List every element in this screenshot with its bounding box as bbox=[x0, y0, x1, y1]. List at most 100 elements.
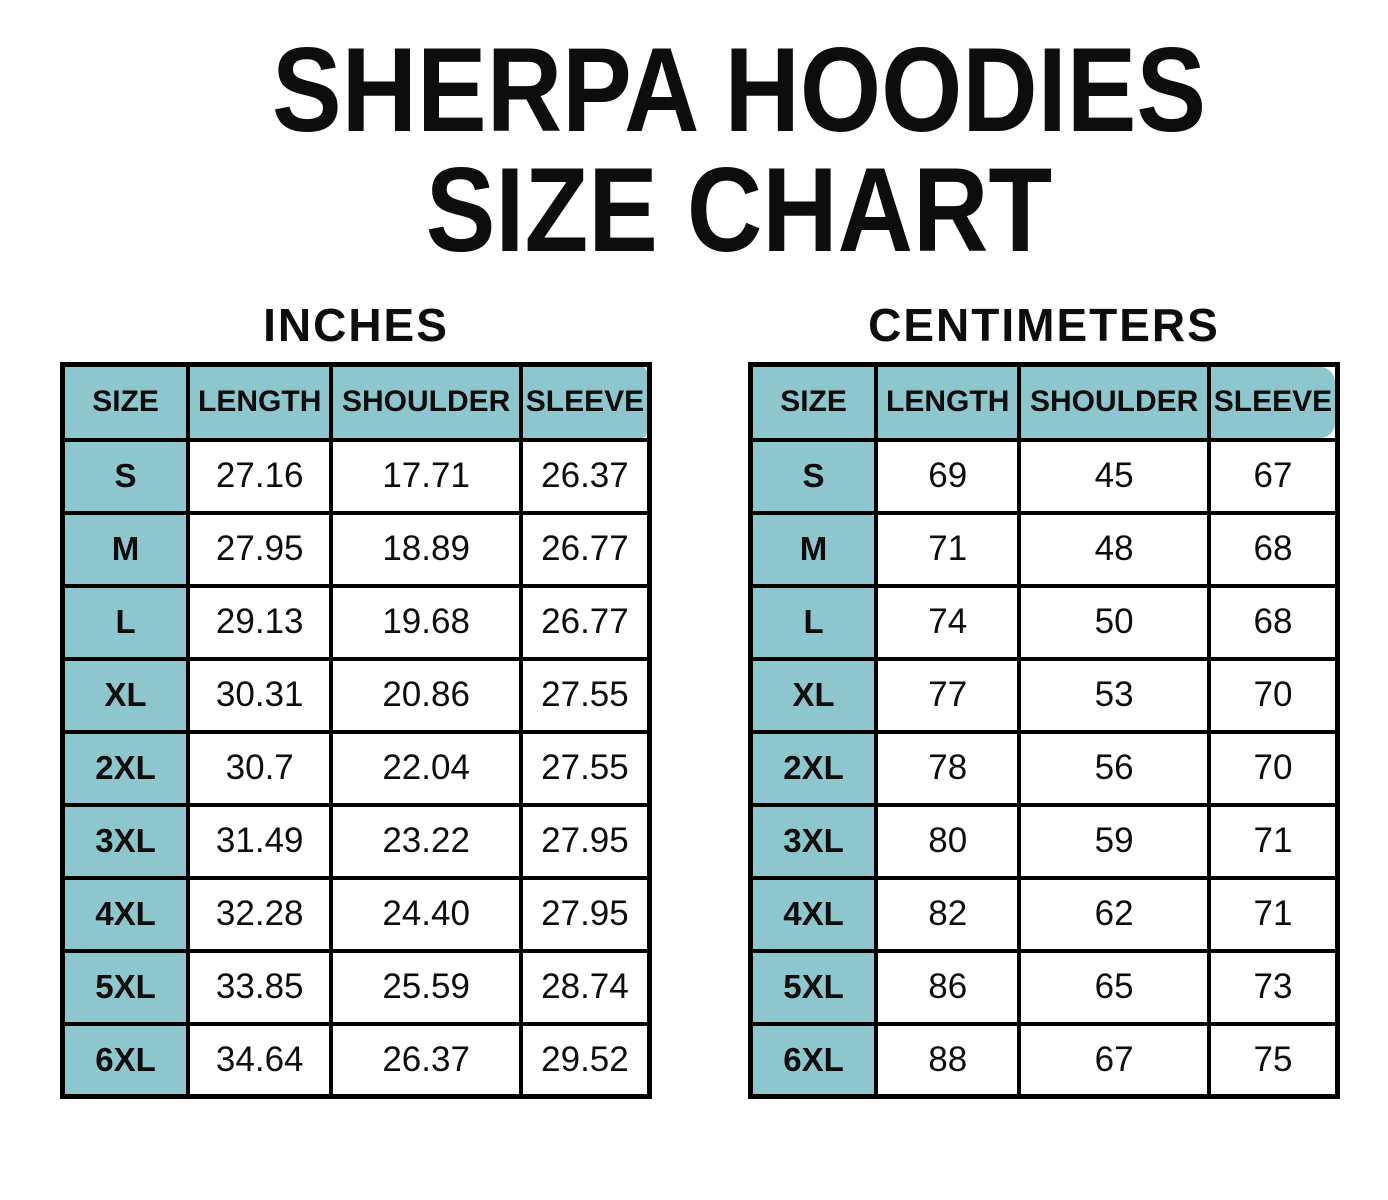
size-cell: M bbox=[60, 510, 191, 588]
page-title-line-2: SIZE CHART bbox=[425, 143, 1053, 277]
sleeve-cell: 75 bbox=[1206, 1021, 1340, 1099]
size-cell: 5XL bbox=[748, 948, 879, 1026]
col-header-sleeve-label: SLEEVE bbox=[525, 385, 645, 419]
size-cell: 3XL bbox=[748, 802, 879, 880]
tables-area: INCHES SIZE LENGTH SHOULDER SLEEVE S bbox=[0, 298, 1388, 1099]
col-header-shoulder: SHOULDER bbox=[1017, 362, 1211, 442]
sleeve-cell: 27.55 bbox=[518, 729, 652, 807]
sleeve-cell: 71 bbox=[1206, 802, 1340, 880]
table-row: 3XL 31.49 23.22 27.95 bbox=[60, 802, 652, 880]
sleeve-cell: 27.95 bbox=[518, 802, 652, 880]
length-cell: 33.85 bbox=[186, 948, 334, 1026]
size-cell: XL bbox=[60, 656, 191, 734]
sleeve-cell: 70 bbox=[1206, 656, 1340, 734]
shoulder-cell: 17.71 bbox=[329, 437, 523, 515]
shoulder-cell: 20.86 bbox=[329, 656, 523, 734]
sleeve-cell: 27.95 bbox=[518, 875, 652, 953]
inches-section: INCHES SIZE LENGTH SHOULDER SLEEVE S bbox=[60, 298, 652, 1099]
shoulder-cell: 67 bbox=[1017, 1021, 1211, 1099]
sleeve-cell: 71 bbox=[1206, 875, 1340, 953]
shoulder-cell: 26.37 bbox=[329, 1021, 523, 1099]
shoulder-cell: 23.22 bbox=[329, 802, 523, 880]
shoulder-cell: 24.40 bbox=[329, 875, 523, 953]
col-header-size: SIZE bbox=[748, 362, 879, 442]
size-cell: 2XL bbox=[60, 729, 191, 807]
shoulder-cell: 50 bbox=[1017, 583, 1211, 661]
size-cell: 4XL bbox=[60, 875, 191, 953]
sleeve-cell: 73 bbox=[1206, 948, 1340, 1026]
centimeters-table-title: CENTIMETERS bbox=[868, 299, 1220, 351]
size-cell: 6XL bbox=[748, 1021, 879, 1099]
length-cell: 69 bbox=[874, 437, 1022, 515]
col-header-shoulder: SHOULDER bbox=[329, 362, 523, 442]
sleeve-cell: 68 bbox=[1206, 510, 1340, 588]
header-fill bbox=[524, 368, 646, 436]
size-cell: 4XL bbox=[748, 875, 879, 953]
length-cell: 27.16 bbox=[186, 437, 334, 515]
length-cell: 30.31 bbox=[186, 656, 334, 734]
size-cell: S bbox=[748, 437, 879, 515]
table-row: 2XL 30.7 22.04 27.55 bbox=[60, 729, 652, 807]
table-row: 2XL 78 56 70 bbox=[748, 729, 1340, 807]
shoulder-cell: 18.89 bbox=[329, 510, 523, 588]
size-cell: M bbox=[748, 510, 879, 588]
length-cell: 31.49 bbox=[186, 802, 334, 880]
shoulder-cell: 65 bbox=[1017, 948, 1211, 1026]
size-cell: S bbox=[60, 437, 191, 515]
length-cell: 78 bbox=[874, 729, 1022, 807]
table-row: 5XL 33.85 25.59 28.74 bbox=[60, 948, 652, 1026]
length-cell: 27.95 bbox=[186, 510, 334, 588]
table-row: M 27.95 18.89 26.77 bbox=[60, 510, 652, 588]
table-row: L 74 50 68 bbox=[748, 583, 1340, 661]
shoulder-cell: 56 bbox=[1017, 729, 1211, 807]
table-row: S 27.16 17.71 26.37 bbox=[60, 437, 652, 515]
col-header-sleeve-label: SLEEVE bbox=[1213, 385, 1333, 419]
sleeve-cell: 67 bbox=[1206, 437, 1340, 515]
table-row: 6XL 34.64 26.37 29.52 bbox=[60, 1021, 652, 1099]
col-header-sleeve: SLEEVE bbox=[1206, 362, 1340, 442]
shoulder-cell: 22.04 bbox=[329, 729, 523, 807]
inches-table: SIZE LENGTH SHOULDER SLEEVE S 27.16 17.7… bbox=[60, 362, 652, 1099]
size-cell: XL bbox=[748, 656, 879, 734]
sleeve-cell: 28.74 bbox=[518, 948, 652, 1026]
shoulder-cell: 62 bbox=[1017, 875, 1211, 953]
col-header-length: LENGTH bbox=[874, 362, 1022, 442]
sleeve-cell: 29.52 bbox=[518, 1021, 652, 1099]
table-row: 4XL 32.28 24.40 27.95 bbox=[60, 875, 652, 953]
table-row: XL 77 53 70 bbox=[748, 656, 1340, 734]
length-cell: 80 bbox=[874, 802, 1022, 880]
inches-table-title: INCHES bbox=[263, 299, 449, 351]
page-title-line-1: SHERPA HOODIES bbox=[272, 23, 1206, 157]
shoulder-cell: 53 bbox=[1017, 656, 1211, 734]
col-header-sleeve: SLEEVE bbox=[518, 362, 652, 442]
centimeters-section: CENTIMETERS SIZE LENGTH SHOULDER SLEEVE … bbox=[748, 298, 1340, 1099]
page-title: SHERPA HOODIES SIZE CHART bbox=[135, 0, 1343, 270]
table-row: 3XL 80 59 71 bbox=[748, 802, 1340, 880]
header-row: SIZE LENGTH SHOULDER SLEEVE bbox=[748, 362, 1340, 442]
size-cell: L bbox=[60, 583, 191, 661]
table-row: 4XL 82 62 71 bbox=[748, 875, 1340, 953]
header-row: SIZE LENGTH SHOULDER SLEEVE bbox=[60, 362, 652, 442]
centimeters-table: SIZE LENGTH SHOULDER SLEEVE S 69 45 67 M bbox=[748, 362, 1340, 1099]
table-row: 6XL 88 67 75 bbox=[748, 1021, 1340, 1099]
shoulder-cell: 19.68 bbox=[329, 583, 523, 661]
col-header-length: LENGTH bbox=[186, 362, 334, 442]
size-cell: L bbox=[748, 583, 879, 661]
length-cell: 30.7 bbox=[186, 729, 334, 807]
table-row: L 29.13 19.68 26.77 bbox=[60, 583, 652, 661]
length-cell: 88 bbox=[874, 1021, 1022, 1099]
length-cell: 74 bbox=[874, 583, 1022, 661]
shoulder-cell: 45 bbox=[1017, 437, 1211, 515]
size-cell: 3XL bbox=[60, 802, 191, 880]
length-cell: 86 bbox=[874, 948, 1022, 1026]
size-cell: 5XL bbox=[60, 948, 191, 1026]
length-cell: 32.28 bbox=[186, 875, 334, 953]
table-row: S 69 45 67 bbox=[748, 437, 1340, 515]
shoulder-cell: 59 bbox=[1017, 802, 1211, 880]
col-header-size: SIZE bbox=[60, 362, 191, 442]
header-fill bbox=[1212, 368, 1334, 436]
sleeve-cell: 26.77 bbox=[518, 510, 652, 588]
length-cell: 29.13 bbox=[186, 583, 334, 661]
length-cell: 77 bbox=[874, 656, 1022, 734]
